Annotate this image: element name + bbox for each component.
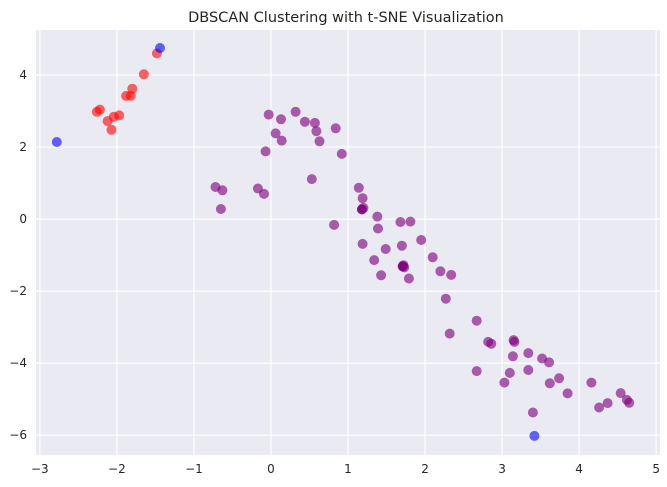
data-point: [91, 106, 102, 117]
data-point: [396, 240, 407, 251]
data-point: [276, 114, 286, 125]
data-point: [299, 116, 310, 127]
grid-lines: [36, 30, 660, 455]
data-point: [527, 407, 538, 418]
data-point: [376, 270, 387, 281]
data-point: [356, 204, 367, 215]
data-point: [51, 137, 62, 147]
x-tick-label: 2: [421, 462, 429, 476]
data-point: [260, 146, 271, 157]
data-point: [138, 69, 149, 80]
data-point: [523, 365, 534, 375]
data-point: [306, 174, 317, 185]
x-tick-label: 5: [652, 462, 660, 476]
data-point: [594, 402, 605, 413]
y-tick-label: 4: [19, 68, 27, 82]
data-point: [486, 338, 497, 349]
data-point: [446, 269, 457, 280]
data-point: [380, 244, 391, 254]
data-point: [624, 397, 635, 408]
data-point: [276, 135, 287, 146]
data-point: [290, 106, 301, 117]
data-point: [397, 261, 408, 272]
x-tick-label: −2: [108, 462, 126, 476]
data-point: [353, 182, 364, 193]
data-point: [369, 255, 380, 266]
data-point: [529, 430, 540, 441]
data-point: [311, 126, 322, 137]
x-tick-label: 1: [344, 462, 352, 476]
data-point: [372, 211, 383, 222]
data-point: [554, 373, 565, 384]
data-point: [602, 398, 613, 409]
y-tick-label: −6: [9, 428, 27, 442]
data-point: [427, 252, 438, 263]
data-points: [51, 43, 635, 441]
data-point: [444, 328, 455, 339]
y-tick-label: 0: [19, 212, 27, 226]
data-point: [435, 266, 446, 277]
data-point: [336, 148, 347, 159]
data-point: [263, 109, 274, 120]
chart-title: DBSCAN Clustering with t-SNE Visualizati…: [188, 10, 504, 26]
data-point: [357, 193, 368, 204]
x-tick-label: −3: [31, 462, 49, 476]
data-point: [440, 293, 451, 304]
data-point: [102, 116, 113, 127]
y-axis-ticks: −6 −4 −2 0 2 4: [9, 68, 27, 442]
data-point: [544, 378, 555, 389]
data-point: [121, 90, 132, 101]
data-point: [523, 348, 534, 359]
data-point: [329, 219, 340, 230]
data-point: [615, 388, 626, 399]
data-point: [217, 185, 228, 196]
x-tick-label: −1: [185, 462, 203, 476]
data-point: [586, 377, 597, 388]
data-point: [504, 367, 515, 378]
data-point: [106, 124, 117, 135]
data-point: [509, 336, 520, 347]
data-point: [357, 238, 368, 249]
data-point: [373, 223, 383, 234]
data-point: [562, 388, 573, 399]
data-point: [314, 136, 325, 147]
data-point: [471, 366, 482, 377]
y-tick-label: 2: [19, 140, 27, 154]
data-point: [259, 188, 269, 199]
data-point: [309, 117, 320, 128]
x-tick-label: 0: [267, 462, 275, 476]
data-point: [499, 377, 510, 388]
data-point: [215, 204, 226, 214]
data-point: [544, 357, 555, 368]
data-point: [330, 123, 341, 134]
x-axis-ticks: −3 −2 −1 0 1 2 3 4 5: [31, 462, 660, 476]
data-point: [270, 128, 281, 139]
data-point: [416, 235, 427, 245]
y-tick-label: −4: [9, 356, 27, 370]
y-tick-label: −2: [9, 284, 27, 298]
data-point: [507, 351, 518, 362]
data-point: [403, 273, 414, 284]
data-point: [471, 315, 482, 326]
x-tick-label: 3: [498, 462, 506, 476]
x-tick-label: 4: [575, 462, 583, 476]
data-point: [155, 43, 165, 53]
data-point: [395, 217, 406, 227]
data-point: [405, 216, 416, 227]
